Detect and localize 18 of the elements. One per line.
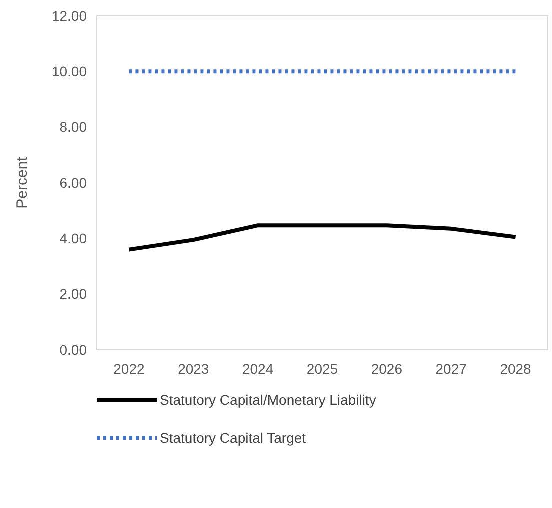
x-tick-label: 2022 bbox=[114, 361, 145, 377]
y-tick-label: 8.00 bbox=[60, 119, 88, 136]
x-tick-label: 2026 bbox=[371, 361, 403, 377]
y-tick-label: 0.00 bbox=[60, 342, 88, 358]
y-tick-label: 6.00 bbox=[60, 174, 88, 191]
y-axis-title: Percent bbox=[14, 156, 31, 209]
x-tick-label: 2027 bbox=[436, 361, 468, 377]
x-tick-label: 2023 bbox=[178, 361, 210, 377]
legend-label: Statutory Capital Target bbox=[160, 430, 306, 446]
x-tick-label: 2025 bbox=[306, 361, 338, 377]
y-tick-label: 4.00 bbox=[60, 230, 88, 247]
x-tick-label: 2028 bbox=[500, 361, 532, 377]
line-series bbox=[127, 224, 518, 252]
legend-label: Statutory Capital/Monetary Liability bbox=[160, 392, 376, 408]
y-tick-label: 10.00 bbox=[52, 64, 88, 80]
x-tick-label: 2024 bbox=[242, 361, 274, 377]
y-tick-label: 12.00 bbox=[52, 8, 88, 24]
y-tick-label: 2.00 bbox=[60, 286, 88, 302]
